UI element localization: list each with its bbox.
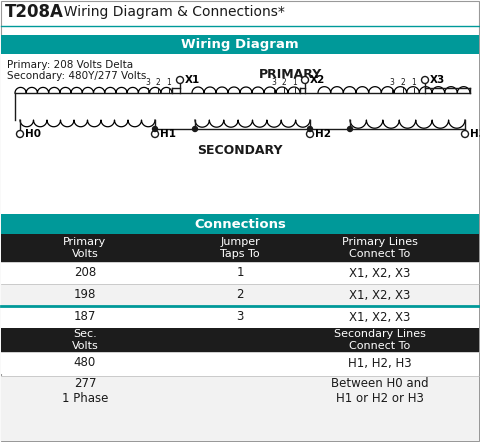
Text: H3: H3 <box>470 129 480 139</box>
Text: X1, X2, X3: X1, X2, X3 <box>349 267 411 279</box>
Text: 1: 1 <box>293 78 298 87</box>
Text: Secondary: 480Y/277 Volts: Secondary: 480Y/277 Volts <box>7 71 146 81</box>
Text: X1, X2, X3: X1, X2, X3 <box>349 289 411 301</box>
Text: 3: 3 <box>272 78 276 87</box>
Text: 3: 3 <box>390 78 395 87</box>
Text: 2: 2 <box>401 78 406 87</box>
Text: H1: H1 <box>160 129 176 139</box>
Text: 277
1 Phase: 277 1 Phase <box>62 377 108 405</box>
Circle shape <box>153 126 157 132</box>
Text: Wiring Diagram: Wiring Diagram <box>181 38 299 51</box>
Text: Wiring Diagram & Connections*: Wiring Diagram & Connections* <box>55 5 285 19</box>
Text: PRIMARY: PRIMARY <box>258 68 322 81</box>
Text: Primary
Volts: Primary Volts <box>63 237 107 259</box>
Bar <box>1 35 479 54</box>
Bar <box>1 234 479 262</box>
Text: SECONDARY: SECONDARY <box>197 144 283 157</box>
Text: 3: 3 <box>236 310 244 324</box>
Circle shape <box>308 126 312 132</box>
Text: Between H0 and
H1 or H2 or H3: Between H0 and H1 or H2 or H3 <box>331 377 429 405</box>
Text: 2: 2 <box>236 289 244 301</box>
Circle shape <box>192 126 197 132</box>
Text: 1: 1 <box>167 78 171 87</box>
Text: 1: 1 <box>236 267 244 279</box>
Text: 208: 208 <box>74 267 96 279</box>
Text: 1: 1 <box>412 78 416 87</box>
Text: Sec.
Volts: Sec. Volts <box>72 329 98 351</box>
Text: 187: 187 <box>74 310 96 324</box>
Text: X2: X2 <box>310 75 325 85</box>
Text: X3: X3 <box>430 75 445 85</box>
Circle shape <box>348 126 352 132</box>
Text: Primary: 208 Volts Delta: Primary: 208 Volts Delta <box>7 60 133 70</box>
Bar <box>1 262 479 284</box>
Text: H0: H0 <box>25 129 41 139</box>
Circle shape <box>421 76 429 84</box>
Text: 3: 3 <box>145 78 150 87</box>
Text: 2: 2 <box>156 78 160 87</box>
Text: 198: 198 <box>74 289 96 301</box>
Text: H2: H2 <box>315 129 331 139</box>
Bar <box>1 284 479 306</box>
Text: 480: 480 <box>74 357 96 370</box>
Bar <box>1 214 479 234</box>
Text: H1, H2, H3: H1, H2, H3 <box>348 357 412 370</box>
Circle shape <box>461 130 468 137</box>
Bar <box>1 406 479 441</box>
Text: X1: X1 <box>185 75 200 85</box>
Bar <box>1 306 479 328</box>
Bar <box>1 376 479 406</box>
Bar <box>1 352 479 374</box>
Circle shape <box>152 130 158 137</box>
Text: X1, X2, X3: X1, X2, X3 <box>349 310 411 324</box>
Text: Secondary Lines
Connect To: Secondary Lines Connect To <box>334 329 426 351</box>
Circle shape <box>16 130 24 137</box>
Text: Primary Lines
Connect To: Primary Lines Connect To <box>342 237 418 259</box>
Bar <box>1 54 479 214</box>
Text: Connections: Connections <box>194 217 286 230</box>
Circle shape <box>307 130 313 137</box>
Circle shape <box>301 76 309 84</box>
Bar <box>1 328 479 352</box>
Text: 2: 2 <box>282 78 287 87</box>
Text: Jumper
Taps To: Jumper Taps To <box>220 237 260 259</box>
Text: T208A: T208A <box>5 3 64 21</box>
Circle shape <box>177 76 183 84</box>
